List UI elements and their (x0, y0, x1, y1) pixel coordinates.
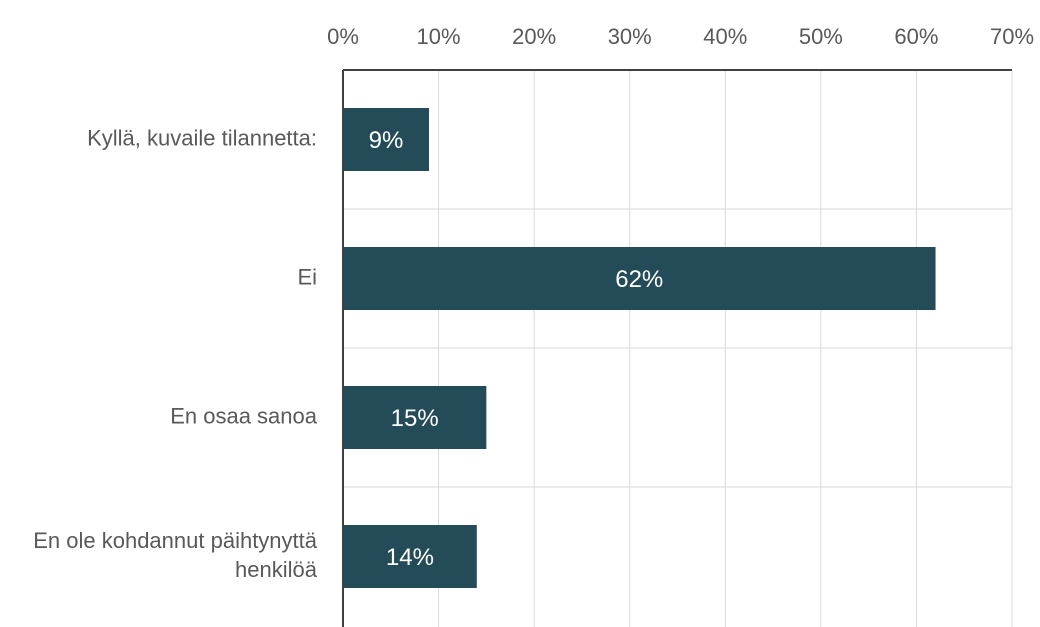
category-label: Kyllä, kuvaile tilannetta: (87, 125, 317, 150)
category-label: henkilöä (235, 557, 318, 582)
bar (343, 247, 936, 310)
x-tick-labels: 0% 10% 20% 30% 40% 50% 60% 70% (327, 24, 1034, 49)
bar (343, 108, 430, 171)
data-label: 14% (386, 544, 434, 571)
x-tick-label: 40% (703, 24, 747, 49)
axes (342, 69, 1012, 627)
data-label: 9% (369, 127, 404, 154)
bar (343, 525, 477, 588)
bar (343, 386, 487, 449)
x-tick-label: 0% (327, 24, 359, 49)
category-label: En osaa sanoa (170, 403, 318, 428)
x-tick-label: 60% (894, 24, 938, 49)
x-tick-label: 70% (990, 24, 1034, 49)
data-label: 15% (391, 405, 439, 432)
data-labels: 9% 62% 15% 14% (369, 127, 664, 571)
bars (343, 108, 936, 588)
x-tick-label: 20% (512, 24, 556, 49)
category-label: En ole kohdannut päihtynyttä (33, 528, 318, 553)
x-tick-label: 10% (417, 24, 461, 49)
x-tick-label: 30% (608, 24, 652, 49)
x-tick-label: 50% (799, 24, 843, 49)
category-label: Ei (297, 264, 317, 289)
category-labels: Kyllä, kuvaile tilannetta: Ei En osaa sano… (33, 125, 318, 582)
data-label: 62% (615, 266, 663, 293)
gridlines (343, 70, 1013, 627)
